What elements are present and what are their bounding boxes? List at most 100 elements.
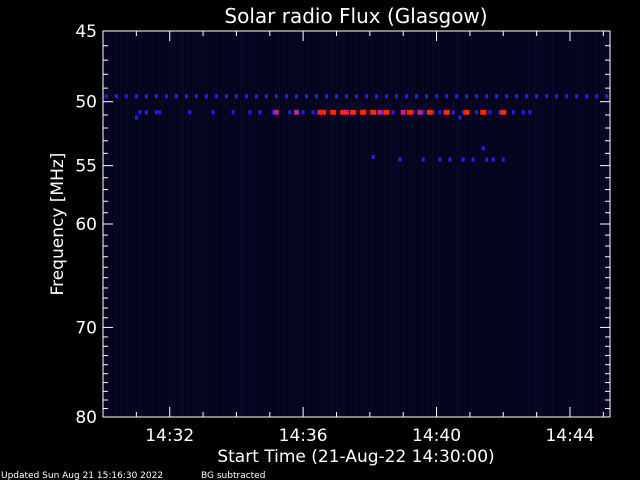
texture-stripe: [387, 31, 388, 417]
emission-mark-weak: [248, 110, 252, 115]
y-tick-label: 50: [75, 93, 97, 113]
emission-mark-strong: [480, 109, 487, 115]
texture-stripe: [393, 31, 394, 417]
noise-texture: [105, 31, 610, 417]
texture-stripe: [429, 31, 430, 417]
texture-stripe: [228, 31, 229, 417]
texture-stripe: [579, 31, 580, 417]
texture-stripe: [504, 31, 505, 417]
texture-stripe: [252, 31, 253, 417]
emission-mark-weak: [485, 94, 489, 99]
texture-stripe: [168, 31, 169, 417]
texture-stripe: [420, 31, 421, 417]
texture-stripe: [450, 31, 451, 417]
emission-mark-weak: [158, 110, 162, 115]
texture-stripe: [405, 31, 406, 417]
texture-stripe: [288, 31, 289, 417]
texture-stripe: [231, 31, 232, 417]
texture-stripe: [297, 31, 298, 417]
texture-stripe: [375, 31, 376, 417]
texture-stripe: [498, 31, 499, 417]
texture-stripe: [507, 31, 508, 417]
plot-background: [103, 31, 610, 417]
emission-mark-weak: [521, 110, 525, 115]
emission-mark-weak: [421, 157, 425, 162]
emission-mark-weak: [448, 157, 452, 162]
chart-title: Solar radio Flux (Glasgow): [224, 4, 487, 28]
texture-stripe: [279, 31, 280, 417]
texture-stripe: [291, 31, 292, 417]
texture-stripe: [153, 31, 154, 417]
texture-stripe: [213, 31, 214, 417]
emission-mark-strong: [500, 109, 507, 115]
emission-mark-weak: [174, 94, 178, 99]
emission-mark-weak: [461, 157, 465, 162]
emission-mark-weak: [505, 94, 509, 99]
texture-stripe: [201, 31, 202, 417]
texture-stripe: [192, 31, 193, 417]
texture-stripe: [468, 31, 469, 417]
texture-stripe: [126, 31, 127, 417]
emission-mark-weak: [438, 157, 442, 162]
emission-mark-weak: [455, 94, 459, 99]
texture-stripe: [417, 31, 418, 417]
texture-stripe: [471, 31, 472, 417]
emission-mark-weak: [405, 94, 408, 99]
plot-area: [102, 30, 611, 418]
texture-stripe: [315, 31, 316, 417]
texture-stripe: [156, 31, 157, 417]
texture-stripe: [135, 31, 136, 417]
texture-stripe: [477, 31, 478, 417]
texture-stripe: [390, 31, 391, 417]
texture-stripe: [396, 31, 397, 417]
texture-stripe: [186, 31, 187, 417]
texture-stripe: [366, 31, 367, 417]
texture-stripe: [345, 31, 346, 417]
texture-stripe: [483, 31, 484, 417]
texture-stripe: [114, 31, 115, 417]
emission-mark-weak: [545, 94, 549, 99]
texture-stripe: [540, 31, 541, 417]
emission-mark-strong: [370, 109, 377, 115]
y-axis-label: Frequency [MHz]: [48, 153, 68, 296]
emission-mark-medium: [317, 109, 323, 115]
texture-stripe: [339, 31, 340, 417]
emission-mark-weak: [234, 94, 238, 99]
emission-mark-weak: [224, 94, 228, 99]
emission-mark-weak: [425, 94, 428, 99]
emission-mark-weak: [575, 94, 579, 99]
texture-stripe: [351, 31, 352, 417]
emission-mark-weak: [254, 94, 258, 99]
texture-stripe: [237, 31, 238, 417]
emission-mark-weak: [244, 94, 248, 99]
texture-stripe: [321, 31, 322, 417]
emission-mark-strong: [383, 109, 390, 115]
texture-stripe: [267, 31, 268, 417]
texture-stripe: [177, 31, 178, 417]
texture-stripe: [543, 31, 544, 417]
emission-mark-weak: [104, 94, 108, 99]
emission-mark-weak: [391, 110, 395, 115]
texture-stripe: [426, 31, 427, 417]
texture-stripe: [225, 31, 226, 417]
texture-stripe: [384, 31, 385, 417]
texture-stripe: [219, 31, 220, 417]
x-axis: 14:32 14:36 14:40 14:44: [102, 31, 604, 446]
emission-mark-weak: [305, 94, 308, 99]
emission-mark-weak: [605, 94, 609, 99]
texture-stripe: [180, 31, 181, 417]
texture-stripe: [573, 31, 574, 417]
texture-stripe: [123, 31, 124, 417]
emission-mark-weak: [274, 94, 278, 99]
texture-stripe: [309, 31, 310, 417]
texture-stripe: [270, 31, 271, 417]
emission-mark-weak: [365, 94, 368, 99]
emission-mark-weak: [138, 110, 142, 115]
emission-mark-weak: [231, 110, 235, 115]
texture-stripe: [399, 31, 400, 417]
texture-stripe: [519, 31, 520, 417]
emission-mark-weak: [431, 110, 435, 115]
emission-mark-weak: [154, 110, 158, 115]
x-axis-label: Start Time (21-Aug-22 14:30:00): [217, 447, 494, 467]
